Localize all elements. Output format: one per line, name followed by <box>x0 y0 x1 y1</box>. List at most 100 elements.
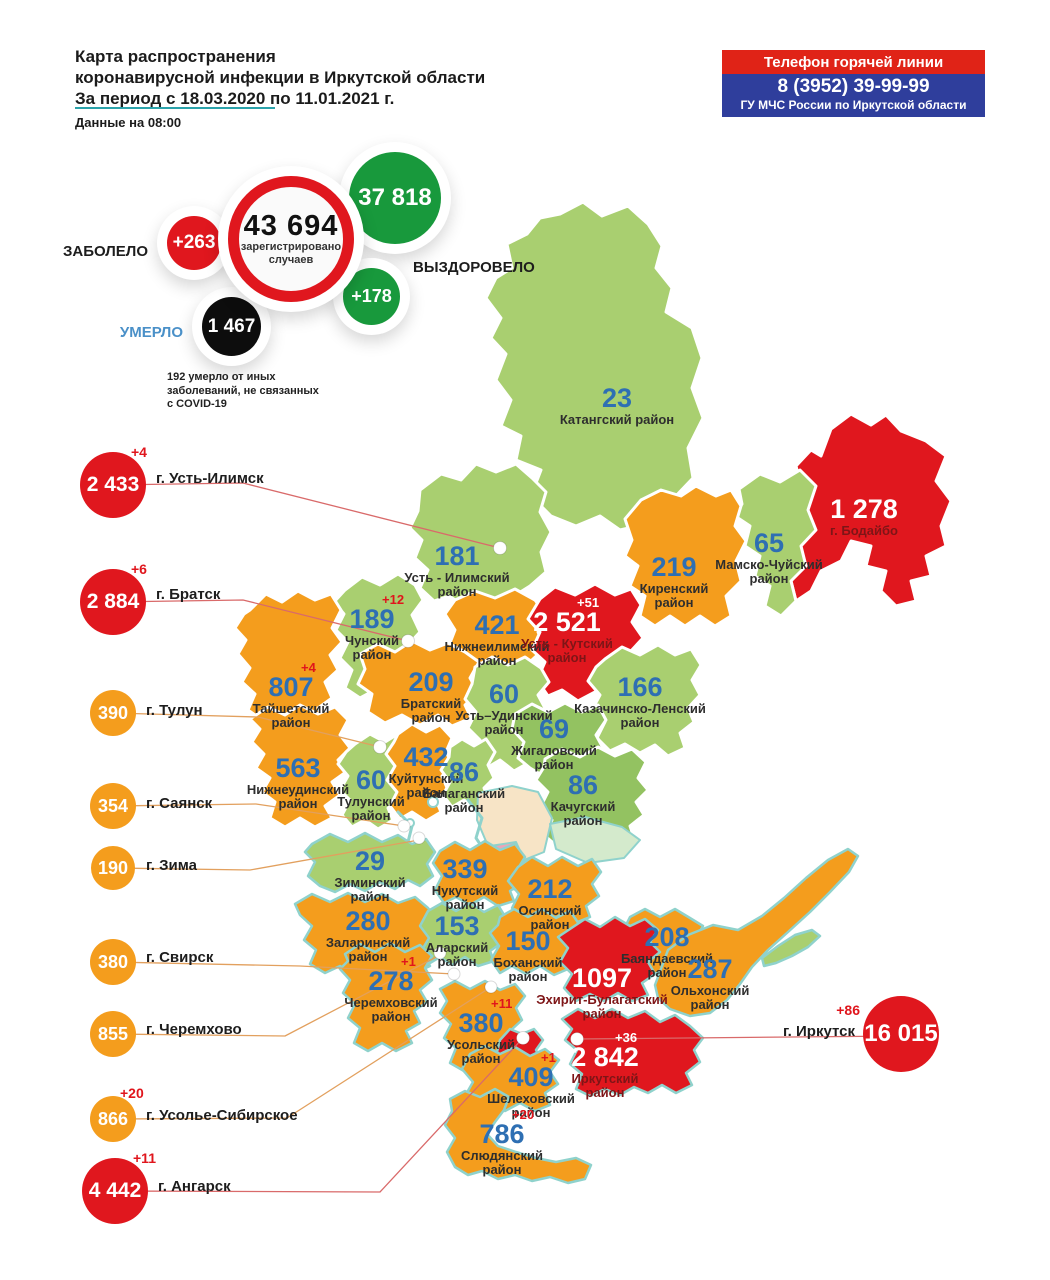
district-label-ust-udinsky: 60 Усть–Удинский район <box>455 679 553 737</box>
district-label-cheremkhovsky: +1 278 Черемховский район <box>344 954 438 1024</box>
recovered-total-badge: 37 818 <box>349 152 441 244</box>
district-label-zhigalovsky: 69 Жигаловский район <box>511 714 597 772</box>
district-label-ziminsky: 29 Зиминский район <box>334 846 406 904</box>
hotline-body: 8 (3952) 39-99-99 ГУ МЧС России по Иркут… <box>722 74 985 117</box>
district-label-chunsky: +12 189 Чунский район <box>345 592 405 662</box>
city-label: г. Усолье-Сибирское <box>146 1107 298 1124</box>
district-label-nizhneilimsky: 421 Нижнеилимский район <box>444 610 550 668</box>
region-olkhon-island <box>760 928 822 968</box>
city-pins <box>373 541 584 1046</box>
district-label-ust-ilimsky: 181 Усть - Илимский район <box>404 541 510 599</box>
city-label: г. Черемхово <box>146 1021 242 1038</box>
district-label-olkhonsky: 287 Ольхонский район <box>670 954 750 1012</box>
region-irkutsky <box>560 1007 705 1098</box>
district-label-kuytunsky: 432 Куйтунский район <box>388 742 464 800</box>
city-count-badge: 190 <box>91 846 135 890</box>
recovered-delta-badge: +178 <box>343 268 400 325</box>
district-label-nizhneudinsky: 563 Нижнеудинский район <box>246 753 350 811</box>
district-label-taishetsky: +4 807 Тайшетский район <box>252 660 330 730</box>
district-label-irkutsky: +36 2 842 Иркутский район <box>571 1030 639 1100</box>
data-timestamp: Данные на 08:00 <box>75 115 182 130</box>
city-label: г. Иркутск <box>782 1023 855 1040</box>
city-label: г. Ангарск <box>158 1178 231 1195</box>
region-slyudyansky <box>443 1087 593 1185</box>
district-label-balagansky: 86 Балаганский район <box>422 757 506 815</box>
registered-total-badge: 43 694 зарегистрировано случаев <box>228 176 354 302</box>
registered-caption-1: зарегистрировано <box>240 241 342 253</box>
region-katangsky <box>484 200 705 532</box>
title-underline <box>75 107 275 109</box>
connector-lines <box>112 482 902 1193</box>
district-label-tulunsky: 60 Тулунский район <box>337 765 405 823</box>
died-badge: 1 467 <box>202 297 261 356</box>
region-kirensky <box>623 484 748 628</box>
district-label-bokhansky: 150 Боханский район <box>493 926 563 984</box>
title-line-2: коронавирусной инфекции в Иркутской обла… <box>75 68 486 87</box>
region-kuytunsky <box>384 722 455 823</box>
city-delta: +20 <box>120 1085 144 1101</box>
recovered-label: ВЫЗДОРОВЕЛО <box>413 259 535 276</box>
hotline-title: Телефон горячей линии <box>722 50 985 74</box>
district-label-bratsky: 209 Братский район <box>400 667 462 725</box>
district-label-katangsky: 23 Катангский район <box>559 383 675 427</box>
district-label-usolsky: +11 380 Усольский район <box>446 996 516 1066</box>
district-label-slyudyansky: +20 786 Слюдянский район <box>461 1107 543 1177</box>
region-nukutsky <box>431 839 527 908</box>
city-count-badge: 16 015 <box>863 996 939 1072</box>
district-label-ekhirit-bulagatsky: 1097 Эхирит-Булагатский район <box>536 963 668 1021</box>
district-label-nukutsky: 339 Нукутский район <box>431 854 499 912</box>
district-label-bayandaevsky: 208 Баяндаевский район <box>620 922 714 980</box>
region-ziminsky <box>303 831 437 894</box>
region-ust-ilimsky <box>408 462 553 608</box>
city-label: г. Свирск <box>146 949 214 966</box>
city-delta: +86 <box>836 1002 860 1018</box>
district-label-bodaibo: 1 278 г. Бодайбо <box>830 494 898 538</box>
city-delta: +11 <box>133 1150 156 1166</box>
district-label-kirensky: 219 Киренский район <box>639 552 709 610</box>
city-count-badge: 390 <box>90 690 136 736</box>
city-count-badge: 380 <box>90 939 136 985</box>
district-label-osinsky: 212 Осинский район <box>518 874 582 932</box>
died-footnote: 192 умерло от иных заболеваний, не связа… <box>167 371 319 410</box>
city-count-badge: 866 <box>90 1096 136 1142</box>
district-label-ust-kutsky: +51 2 521 Усть - Кутский район <box>521 595 613 665</box>
region-nizhneudinsky <box>248 703 352 829</box>
city-count-badge: 855 <box>90 1011 136 1057</box>
city-count-badge: 2 884 <box>80 569 146 635</box>
region-ekhirit-bulagatsky <box>556 915 662 1003</box>
city-label: г. Тулун <box>146 702 203 719</box>
region-bratsky <box>356 639 481 728</box>
city-label: г. Саянск <box>146 795 213 812</box>
hotline-org: ГУ МЧС России по Иркутской области <box>740 98 967 112</box>
district-label-kazachinsko-lensky: 166 Казачинско-Ленский район <box>574 672 706 730</box>
region-cheremkhovsky <box>338 941 434 1053</box>
city-delta: +6 <box>131 561 147 577</box>
registered-total-value: 43 694 <box>243 210 339 242</box>
page-title: Карта распространения коронавирусной инф… <box>75 46 485 109</box>
died-label: УМЕРЛО <box>119 324 183 341</box>
title-line-3: За период с 18.03.2020 по 11.01.2021 г. <box>75 89 395 108</box>
sick-label: ЗАБОЛЕЛО <box>62 243 148 260</box>
city-count-badge: 2 433 <box>80 452 146 518</box>
city-label: г. Зима <box>146 857 197 874</box>
registered-caption-2: случаев <box>268 254 314 266</box>
city-count-badge: 354 <box>90 783 136 829</box>
city-delta: +4 <box>131 444 147 460</box>
title-line-1: Карта распространения <box>75 47 276 66</box>
city-count-badge: 4 442 <box>82 1158 148 1224</box>
district-label-shelekhovsky: +1 409 Шелеховский район <box>487 1050 575 1120</box>
city-label: г. Усть-Илимск <box>156 470 264 487</box>
region-olkhonsky <box>653 847 860 1018</box>
hotline-box: Телефон горячей линии 8 (3952) 39-99-99 … <box>722 50 985 117</box>
district-label-mamsko-chuysky: 65 Мамско-Чуйский район <box>715 528 823 586</box>
district-label-zalarinsky: 280 Заларинский район <box>325 906 411 964</box>
city-label: г. Братск <box>156 586 221 603</box>
district-label-alarsky: 153 Аларский район <box>425 911 489 969</box>
river-lake <box>427 796 439 808</box>
district-label-kachugsky: 86 Качугский район <box>550 770 616 828</box>
sick-delta-badge: +263 <box>167 216 221 270</box>
region-mamsko-chuysky <box>733 468 818 618</box>
hotline-phone: 8 (3952) 39-99-99 <box>777 76 930 97</box>
region-pale-mint <box>549 816 641 864</box>
